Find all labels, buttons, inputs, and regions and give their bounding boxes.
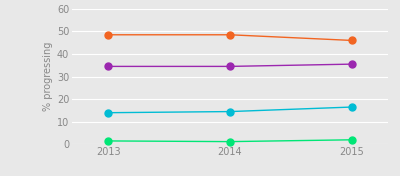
Y-axis label: % progressing: % progressing [43, 42, 53, 111]
